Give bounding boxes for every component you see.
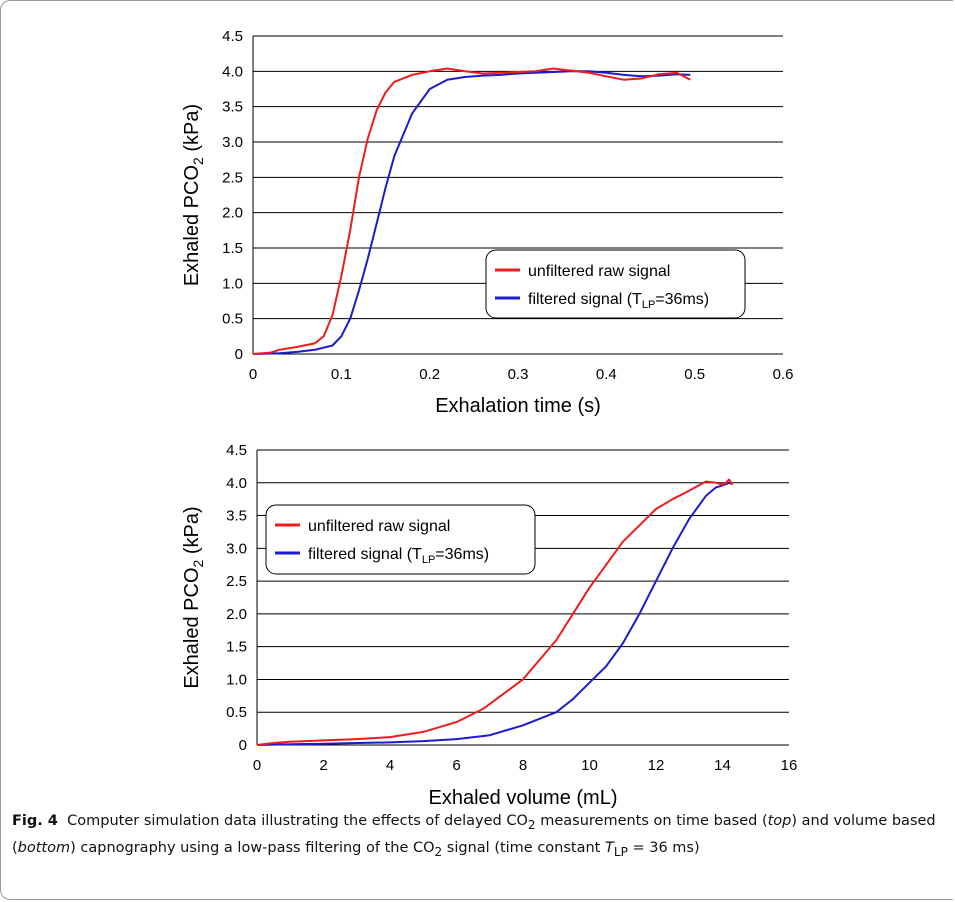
y-tick-label: 2.0 [222, 205, 243, 222]
legend-label: filtered signal (TLP=36ms) [308, 546, 489, 566]
y-tick-label: 4.5 [222, 28, 243, 45]
y-tick-label: 0.5 [222, 311, 243, 328]
x-tick-label: 0 [249, 366, 257, 383]
caption-text: = 36 ms) [627, 839, 700, 856]
caption-emphasis: bottom [17, 839, 71, 856]
caption-text: ) and volume based ( [12, 813, 936, 856]
legend-label: filtered signal (TLP=36ms) [528, 291, 709, 311]
series-line-filtered [256, 481, 733, 746]
y-tick-label: 3.5 [226, 508, 247, 525]
y-tick-label: 1.5 [222, 240, 243, 257]
caption-subscript: 2 [434, 844, 443, 859]
x-tick-label: 0.5 [684, 366, 705, 383]
figure-label: Fig. 4 [12, 813, 58, 829]
y-tick-label: 1.5 [226, 639, 247, 656]
y-tick-label: 2.5 [222, 169, 243, 186]
legend-label: unfiltered raw signal [308, 518, 450, 535]
x-tick-label: 4 [386, 757, 394, 774]
chart-2: 0 0.5 1.0 1.5 2.0 2.5 3.0 3.5 4.0 4.5 0 2 4 6 8 10 12 14 1… [181, 442, 797, 809]
series-line-filtered [252, 70, 691, 355]
x-tick-label: 0.6 [773, 366, 794, 383]
x-tick-label: 6 [452, 757, 460, 774]
series-line-unfiltered [256, 478, 734, 746]
y-tick-label: 3.0 [226, 540, 247, 557]
caption-subscript: LP [613, 844, 628, 859]
x-tick-label: 0 [253, 757, 261, 774]
legend: unfiltered raw signal filtered signal (TL… [265, 504, 536, 575]
y-tick-label: 0 [235, 346, 243, 363]
x-tick-label: 0.3 [508, 366, 529, 383]
x-tick-label: 16 [781, 757, 798, 774]
x-axis-title: Exhaled volume (mL) [429, 787, 618, 809]
y-tick-label: 1.0 [222, 275, 243, 292]
y-tick-label: 3.0 [222, 134, 243, 151]
x-tick-label: 0.4 [596, 366, 617, 383]
legend: unfiltered raw signal filtered signal (TL… [485, 249, 746, 319]
chart-1: 0 0.5 1.0 1.5 2.0 2.5 3.0 3.5 4.0 4.5 0 0.1 0.2 0.3 0.… [181, 28, 793, 417]
caption-text: ) capnography using a low-pass filtering… [70, 839, 435, 856]
y-tick-label: 0.5 [226, 704, 247, 721]
y-tick-label: 3.5 [222, 99, 243, 116]
y-tick-label: 4.5 [226, 442, 247, 459]
caption-subscript: 2 [527, 817, 536, 832]
caption-emphasis: top [767, 813, 792, 829]
legend-box [265, 504, 536, 575]
y-tick-label: 4.0 [226, 475, 247, 492]
x-tick-label: 0.1 [331, 366, 352, 383]
y-tick-label: 4.0 [222, 63, 243, 80]
caption-text: measurements on time based ( [535, 813, 768, 829]
x-tick-label: 8 [519, 757, 527, 774]
figure-caption: Fig. 4 Computer simulation data illustra… [12, 810, 942, 864]
caption-text: signal (time constant [442, 839, 605, 856]
legend-box [485, 249, 746, 319]
x-tick-label: 2 [319, 757, 327, 774]
caption-text: Computer simulation data illustrating th… [67, 813, 528, 829]
x-tick-label: 10 [581, 757, 598, 774]
y-tick-label: 0 [239, 737, 247, 754]
y-axis-title: Exhaled PCO2 (kPa) [181, 506, 206, 688]
x-tick-label: 0.2 [419, 366, 440, 383]
x-axis-title: Exhalation time (s) [435, 395, 601, 417]
y-tick-label: 2.5 [226, 573, 247, 590]
x-tick-label: 14 [714, 757, 731, 774]
y-tick-label: 1.0 [226, 671, 247, 688]
y-axis-title: Exhaled PCO2 (kPa) [181, 104, 206, 286]
caption-variable: T [604, 839, 614, 856]
x-tick-label: 12 [648, 757, 665, 774]
legend-label: unfiltered raw signal [528, 263, 670, 280]
y-tick-label: 2.0 [226, 606, 247, 623]
series-line-unfiltered [252, 67, 691, 355]
